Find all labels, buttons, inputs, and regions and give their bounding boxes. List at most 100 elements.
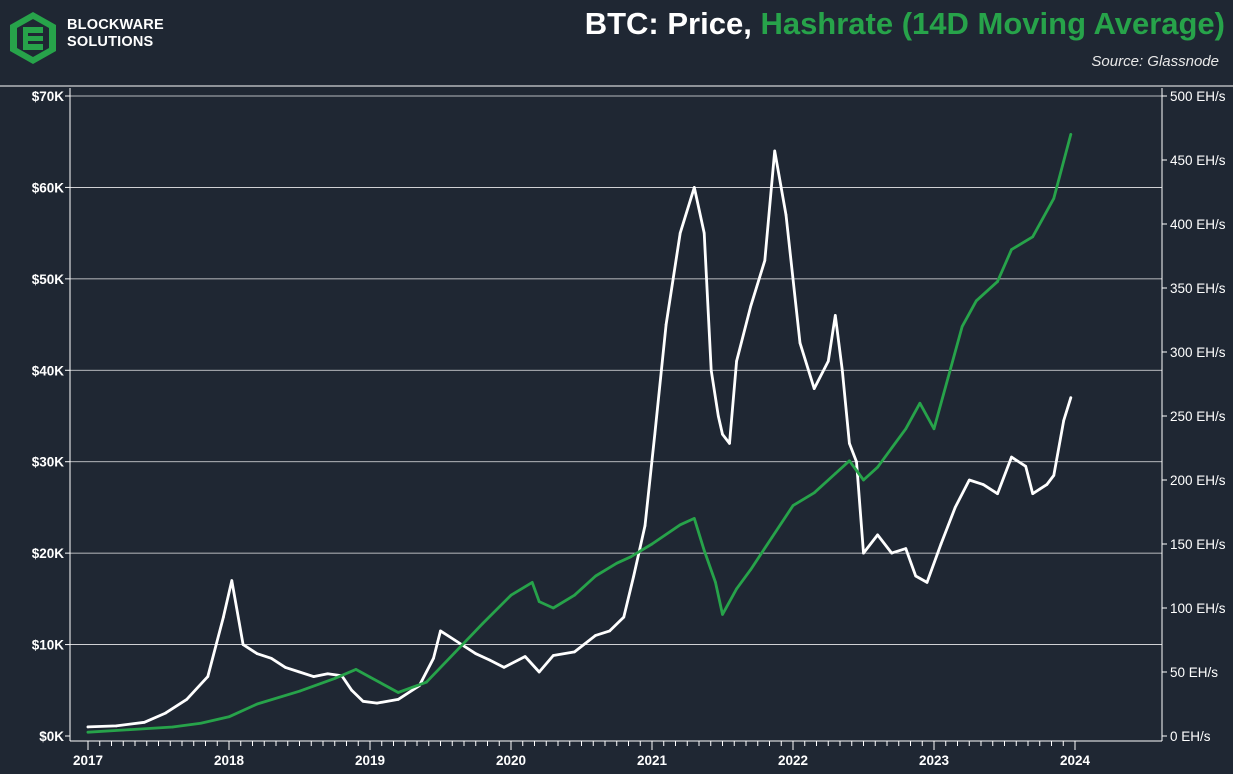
hashrate-series-point xyxy=(770,536,774,539)
price-series-point xyxy=(241,643,245,646)
brand-line-1: BLOCKWARE xyxy=(67,17,164,33)
price-series-point xyxy=(693,186,696,189)
price-series-point xyxy=(523,655,527,658)
hashrate-series-point xyxy=(904,427,908,431)
price-series-point xyxy=(862,551,865,555)
hashrate-series-point xyxy=(573,593,576,597)
x-tick-label: 2019 xyxy=(355,753,385,768)
hashrate-series-point xyxy=(199,721,203,725)
gridlines xyxy=(0,85,1233,645)
hashrate-series-point xyxy=(298,689,301,693)
x-tick-label: 2021 xyxy=(637,753,668,768)
price-series-point xyxy=(143,721,146,724)
price-series-point xyxy=(702,231,706,235)
hashrate-series-point xyxy=(721,613,724,616)
tick-labels: $0K $10K $20K $30K $40K $50K $60K $70K 0 EH/s 50 … xyxy=(32,89,1226,768)
x-tick-label: 2020 xyxy=(496,753,526,768)
price-series-point xyxy=(453,638,456,642)
price-series-point xyxy=(834,314,837,317)
hashrate-series-point xyxy=(702,549,706,552)
price-series-point xyxy=(968,478,971,482)
price-series-point xyxy=(904,547,908,550)
hashrate-series-point xyxy=(1069,133,1073,136)
hashrate-series-point xyxy=(960,325,964,328)
hashrate-series-point xyxy=(530,581,534,584)
price-series-point xyxy=(1038,487,1042,491)
price-series-line xyxy=(86,149,1073,729)
price-series-point xyxy=(255,652,259,655)
price-series-point xyxy=(632,574,635,578)
chart-title-hashrate: Hashrate (14D Moving Average) xyxy=(760,6,1225,41)
price-series-point xyxy=(488,658,492,662)
price-series-point xyxy=(721,433,724,436)
hashrate-series-point xyxy=(714,581,717,584)
price-series-point xyxy=(1062,419,1065,422)
hashrate-series-line xyxy=(86,132,1073,734)
hashrate-series-point xyxy=(650,542,654,546)
price-series-point xyxy=(1069,396,1073,400)
y-left-tick-label: $10K xyxy=(32,638,65,653)
price-series-point xyxy=(798,341,802,345)
price-series-point xyxy=(375,701,379,705)
hashrate-series-point xyxy=(629,555,633,559)
price-series-point xyxy=(164,711,167,715)
price-series-point xyxy=(326,672,330,676)
price-series-point xyxy=(925,581,929,584)
price-series-point xyxy=(185,698,188,701)
hashrate-series-point xyxy=(509,593,513,597)
price-series-point xyxy=(643,524,647,527)
price-series-point xyxy=(206,675,210,678)
y-left-tick-label: $50K xyxy=(32,272,65,287)
y-left-tick-label: $20K xyxy=(32,546,65,561)
price-series-point xyxy=(914,574,917,578)
axes xyxy=(65,88,1167,750)
price-series-point xyxy=(890,551,893,555)
price-series-point xyxy=(848,442,851,445)
price-series-point xyxy=(653,433,657,436)
hashrate-series-point xyxy=(396,691,400,694)
price-series-point xyxy=(396,698,400,701)
price-series-point xyxy=(552,654,555,657)
y-right-tick-label: 350 EH/s xyxy=(1170,281,1226,296)
hashrate-series-point xyxy=(255,702,259,706)
price-series-point xyxy=(439,629,442,633)
y-right-tick-label: 400 EH/s xyxy=(1170,217,1226,232)
price-series-point xyxy=(573,650,576,654)
chart-source: Source: Glassnode xyxy=(1091,53,1219,70)
y-left-tick-label: $60K xyxy=(32,180,65,195)
y-left-tick-label: $30K xyxy=(32,455,65,470)
price-series-point xyxy=(749,305,752,308)
price-series-point xyxy=(86,725,90,729)
hashrate-series-point xyxy=(425,680,428,684)
price-series-point xyxy=(827,359,830,363)
y-right-tick-label: 300 EH/s xyxy=(1170,345,1226,360)
brand-line-2: SOLUTIONS xyxy=(67,34,154,50)
price-series-point xyxy=(763,259,767,262)
y-right-tick-label: 500 EH/s xyxy=(1170,89,1226,104)
hashrate-series-point xyxy=(848,459,851,463)
x-tick-label: 2024 xyxy=(1060,753,1091,768)
price-series-point xyxy=(728,442,731,445)
price-series-point xyxy=(594,634,597,637)
hashrate-series-point xyxy=(86,730,90,734)
price-series-point xyxy=(735,359,738,363)
hashrate-series-point xyxy=(333,677,337,680)
price-series-point xyxy=(622,615,626,619)
price-series-point xyxy=(773,149,776,153)
hashrate-series-point xyxy=(368,675,372,679)
hashrate-series-point xyxy=(171,725,174,729)
y-right-tick-label: 100 EH/s xyxy=(1170,601,1226,616)
x-tick-label: 2023 xyxy=(919,753,950,768)
hashrate-series-point xyxy=(615,561,619,565)
hashrate-series-point xyxy=(834,472,837,475)
price-series-point xyxy=(474,652,478,655)
price-series-point xyxy=(855,460,858,464)
hashrate-series-point xyxy=(481,622,485,625)
hashrate-series-point xyxy=(812,491,816,495)
hashrate-series-point xyxy=(1010,248,1013,251)
price-series-point xyxy=(350,689,354,692)
hashrate-series-point xyxy=(227,715,231,719)
y-right-tick-label: 150 EH/s xyxy=(1170,537,1226,552)
series xyxy=(86,132,1073,734)
